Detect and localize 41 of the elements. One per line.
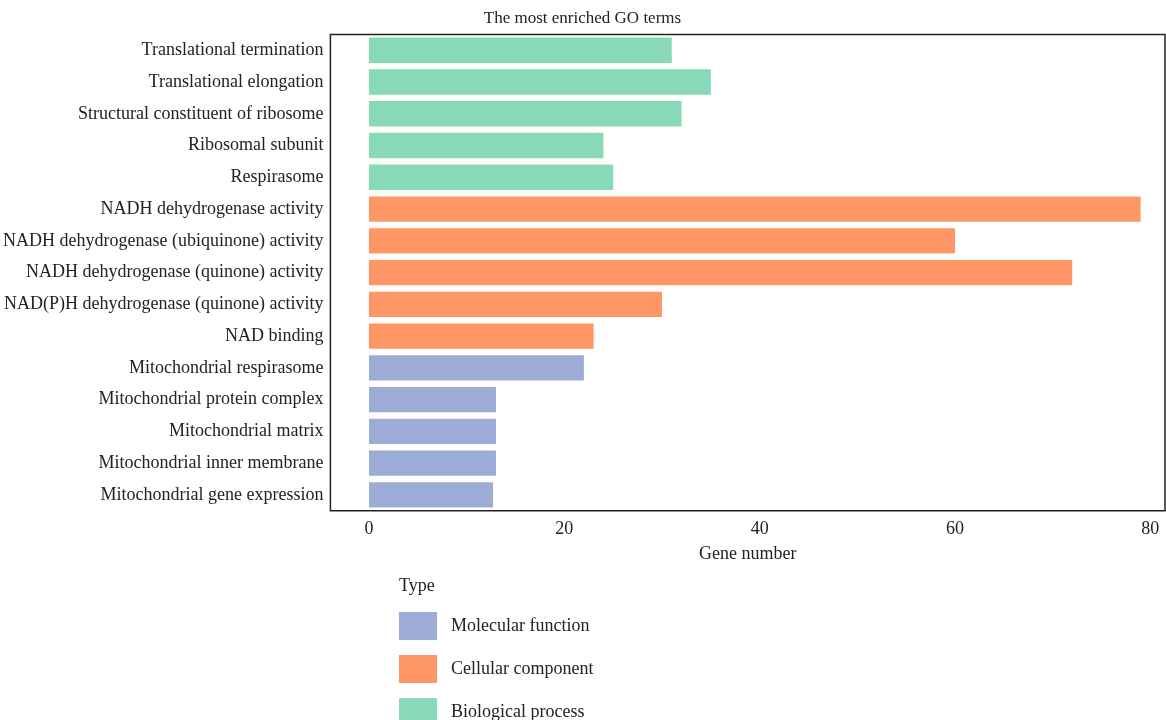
y-tick-label: Mitochondrial inner membrane [98,451,324,472]
bar [368,228,956,254]
bar [368,482,494,508]
legend-label: Cellular component [451,658,594,679]
y-tick-label: Mitochondrial gene expression [100,483,324,504]
x-axis-title: Gene number [698,542,797,563]
legend-label: Biological process [451,701,585,720]
y-tick-label: Translational elongation [148,70,324,91]
y-tick-label: NADH dehydrogenase activity [100,197,324,218]
y-tick-label: Mitochondrial protein complex [98,388,324,409]
bar [368,101,682,127]
x-tick-label: 60 [946,518,965,539]
y-tick-label: Ribosomal subunit [187,134,324,155]
bar [368,132,604,159]
bar [368,450,496,476]
y-tick-label: NADH dehydrogenase (ubiquinone) activity [2,229,324,251]
y-tick-label: Respirasome [230,166,324,187]
bar [368,386,496,413]
bar [368,69,711,95]
x-tick-label: 40 [750,518,769,539]
bar [368,323,594,349]
bar [368,355,584,381]
legend-title: Type [399,575,436,596]
x-tick-label: 0 [364,518,374,539]
chart-title: The most enriched GO terms [483,7,682,27]
bar [368,37,672,63]
legend-label: Molecular function [451,615,590,636]
bar [368,164,614,191]
bar [368,259,1073,286]
bar [368,291,662,318]
y-tick-label: NAD binding [224,324,324,345]
y-tick-label: NAD(P)H dehydrogenase (quinone) activity [3,293,324,315]
bar [368,418,496,445]
y-tick-label: Structural constituent of ribosome [77,102,324,123]
y-tick-label: NADH dehydrogenase (quinone) activity [25,261,324,283]
x-tick-label: 20 [555,518,574,539]
x-tick-label: 80 [1141,518,1160,539]
y-tick-label: Mitochondrial matrix [168,420,324,441]
bar [368,196,1141,222]
y-tick-label: Mitochondrial respirasome [128,356,324,377]
y-tick-label: Translational termination [141,39,324,60]
